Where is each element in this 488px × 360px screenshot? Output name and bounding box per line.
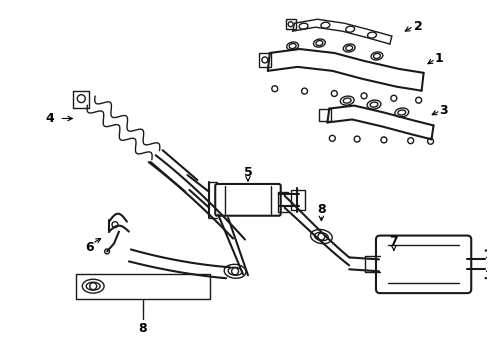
Text: 8: 8: [138, 322, 147, 336]
Text: 3: 3: [438, 104, 447, 117]
Text: 1: 1: [433, 53, 442, 66]
Text: 4: 4: [45, 112, 54, 125]
Text: 5: 5: [243, 166, 252, 179]
Text: 7: 7: [388, 235, 397, 248]
Text: 2: 2: [413, 20, 422, 33]
Text: 8: 8: [316, 203, 325, 216]
Text: 6: 6: [85, 241, 93, 254]
